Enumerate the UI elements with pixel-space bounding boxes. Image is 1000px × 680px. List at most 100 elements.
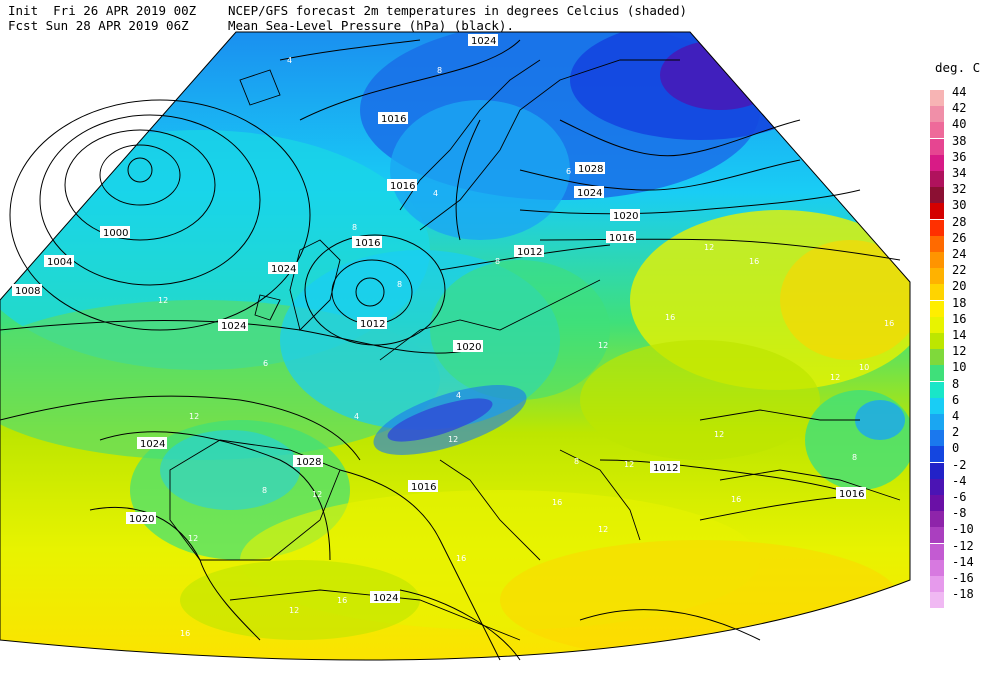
legend-label: -10 (952, 522, 974, 537)
temp-label: 8 (397, 280, 402, 289)
temp-label: 6 (566, 167, 571, 176)
legend-swatch (930, 284, 944, 301)
svg-text:1000: 1000 (103, 228, 128, 239)
svg-text:1020: 1020 (613, 211, 638, 222)
svg-text:1024: 1024 (140, 439, 165, 450)
pressure-label: 1012 (650, 461, 680, 474)
legend-label: -4 (952, 473, 967, 488)
legend-label: -2 (952, 457, 967, 472)
temp-label: 12 (624, 460, 634, 469)
pressure-label: 1016 (408, 480, 438, 493)
temp-label: 12 (188, 534, 198, 543)
legend-label: 30 (952, 198, 967, 213)
legend-label: -6 (952, 490, 967, 504)
legend-swatch (930, 511, 944, 528)
legend-label: 14 (952, 328, 967, 342)
pressure-label: 1024 (370, 591, 400, 604)
legend-swatch (930, 414, 944, 430)
svg-text:1024: 1024 (577, 188, 602, 199)
svg-text:1024: 1024 (221, 321, 246, 332)
svg-text:1016: 1016 (381, 114, 406, 125)
temp-label: 12 (312, 490, 322, 499)
temp-label: 16 (552, 498, 562, 507)
temp-label: 16 (749, 257, 759, 266)
map-title-line1: NCEP/GFS forecast 2m temperatures in deg… (228, 3, 688, 18)
legend-swatch (930, 203, 944, 220)
pressure-label: 1016 (387, 179, 417, 192)
legend-label: -18 (952, 587, 974, 602)
svg-text:1016: 1016 (411, 482, 436, 493)
map-frame (0, 31, 911, 661)
temp-label: 6 (263, 359, 268, 368)
pressure-labels: 1024 1016 1028 1024 1020 1016 1016 1000 … (12, 34, 866, 604)
legend-swatch (930, 527, 944, 544)
temp-label: 8 (262, 486, 267, 495)
svg-text:1012: 1012 (517, 247, 542, 258)
svg-text:1024: 1024 (271, 264, 296, 275)
temp-label: 12 (189, 412, 199, 421)
svg-text:1012: 1012 (653, 463, 678, 474)
temp-label: 4 (287, 56, 292, 65)
legend-swatch (930, 235, 944, 252)
legend-label: 38 (952, 133, 967, 148)
legend-label: 26 (952, 230, 967, 245)
legend-label: -8 (952, 506, 967, 521)
legend-swatch (930, 333, 944, 349)
legend-label: -16 (952, 571, 974, 585)
init-line: Init Fri 26 APR 2019 00Z (8, 3, 197, 18)
temp-label: 8 (437, 66, 442, 75)
legend-swatch (930, 381, 944, 398)
legend-swatch (930, 138, 944, 155)
temp-label: 12 (598, 341, 608, 350)
legend-swatch (930, 462, 944, 479)
legend-label: 24 (952, 247, 967, 261)
legend-swatch (930, 430, 944, 447)
legend-label: 44 (952, 85, 967, 99)
pressure-label: 1024 (574, 186, 604, 199)
pressure-label: 1028 (293, 455, 323, 468)
temp-label: 16 (665, 313, 675, 322)
legend-label: 6 (952, 392, 960, 407)
legend-label: 0 (952, 441, 960, 456)
svg-text:1016: 1016 (355, 238, 380, 249)
temperature-labels: 4 8 8 4 6 8 12 12 12 16 12 16 16 12 8 4 … (158, 56, 894, 638)
svg-text:1024: 1024 (471, 36, 496, 47)
svg-text:1016: 1016 (609, 233, 634, 244)
legend-swatch (930, 478, 944, 495)
temperature-shading (0, 32, 910, 660)
legend-swatch (930, 300, 944, 317)
temp-label: 12 (289, 606, 299, 615)
legend-label: 40 (952, 117, 967, 132)
svg-text:1012: 1012 (360, 319, 385, 330)
map-title-line2: Mean Sea-Level Pressure (hPa) (black). (228, 18, 514, 33)
legend-label: 32 (952, 182, 967, 197)
pressure-label: 1024 (218, 319, 248, 332)
pressure-label: 1012 (357, 317, 387, 330)
svg-text:1008: 1008 (15, 286, 40, 297)
svg-text:1024: 1024 (373, 593, 398, 604)
legend-label: 18 (952, 295, 967, 310)
pressure-label: 1020 (126, 512, 156, 525)
temp-label: 12 (598, 525, 608, 534)
temp-label: 16 (180, 629, 190, 638)
legend-swatch (930, 122, 944, 139)
legend-unit: deg. C (935, 60, 981, 75)
temp-label: 8 (574, 457, 579, 466)
pressure-label: 1024 (468, 34, 498, 47)
legend-swatch (930, 446, 944, 463)
pressure-label: 1016 (352, 236, 382, 249)
legend-swatch (930, 316, 944, 333)
temp-label: 8 (352, 223, 357, 232)
svg-text:1016: 1016 (390, 181, 415, 192)
legend-label: 28 (952, 214, 967, 229)
temp-label: 16 (337, 596, 347, 605)
legend-label: 22 (952, 263, 967, 278)
pressure-label: 1012 (514, 245, 544, 258)
svg-text:1020: 1020 (456, 342, 481, 353)
legend-label: -12 (952, 538, 974, 553)
svg-text:1020: 1020 (129, 514, 154, 525)
legend-swatch (930, 495, 944, 511)
pressure-label: 1024 (137, 437, 167, 450)
legend-label: 16 (952, 311, 967, 326)
